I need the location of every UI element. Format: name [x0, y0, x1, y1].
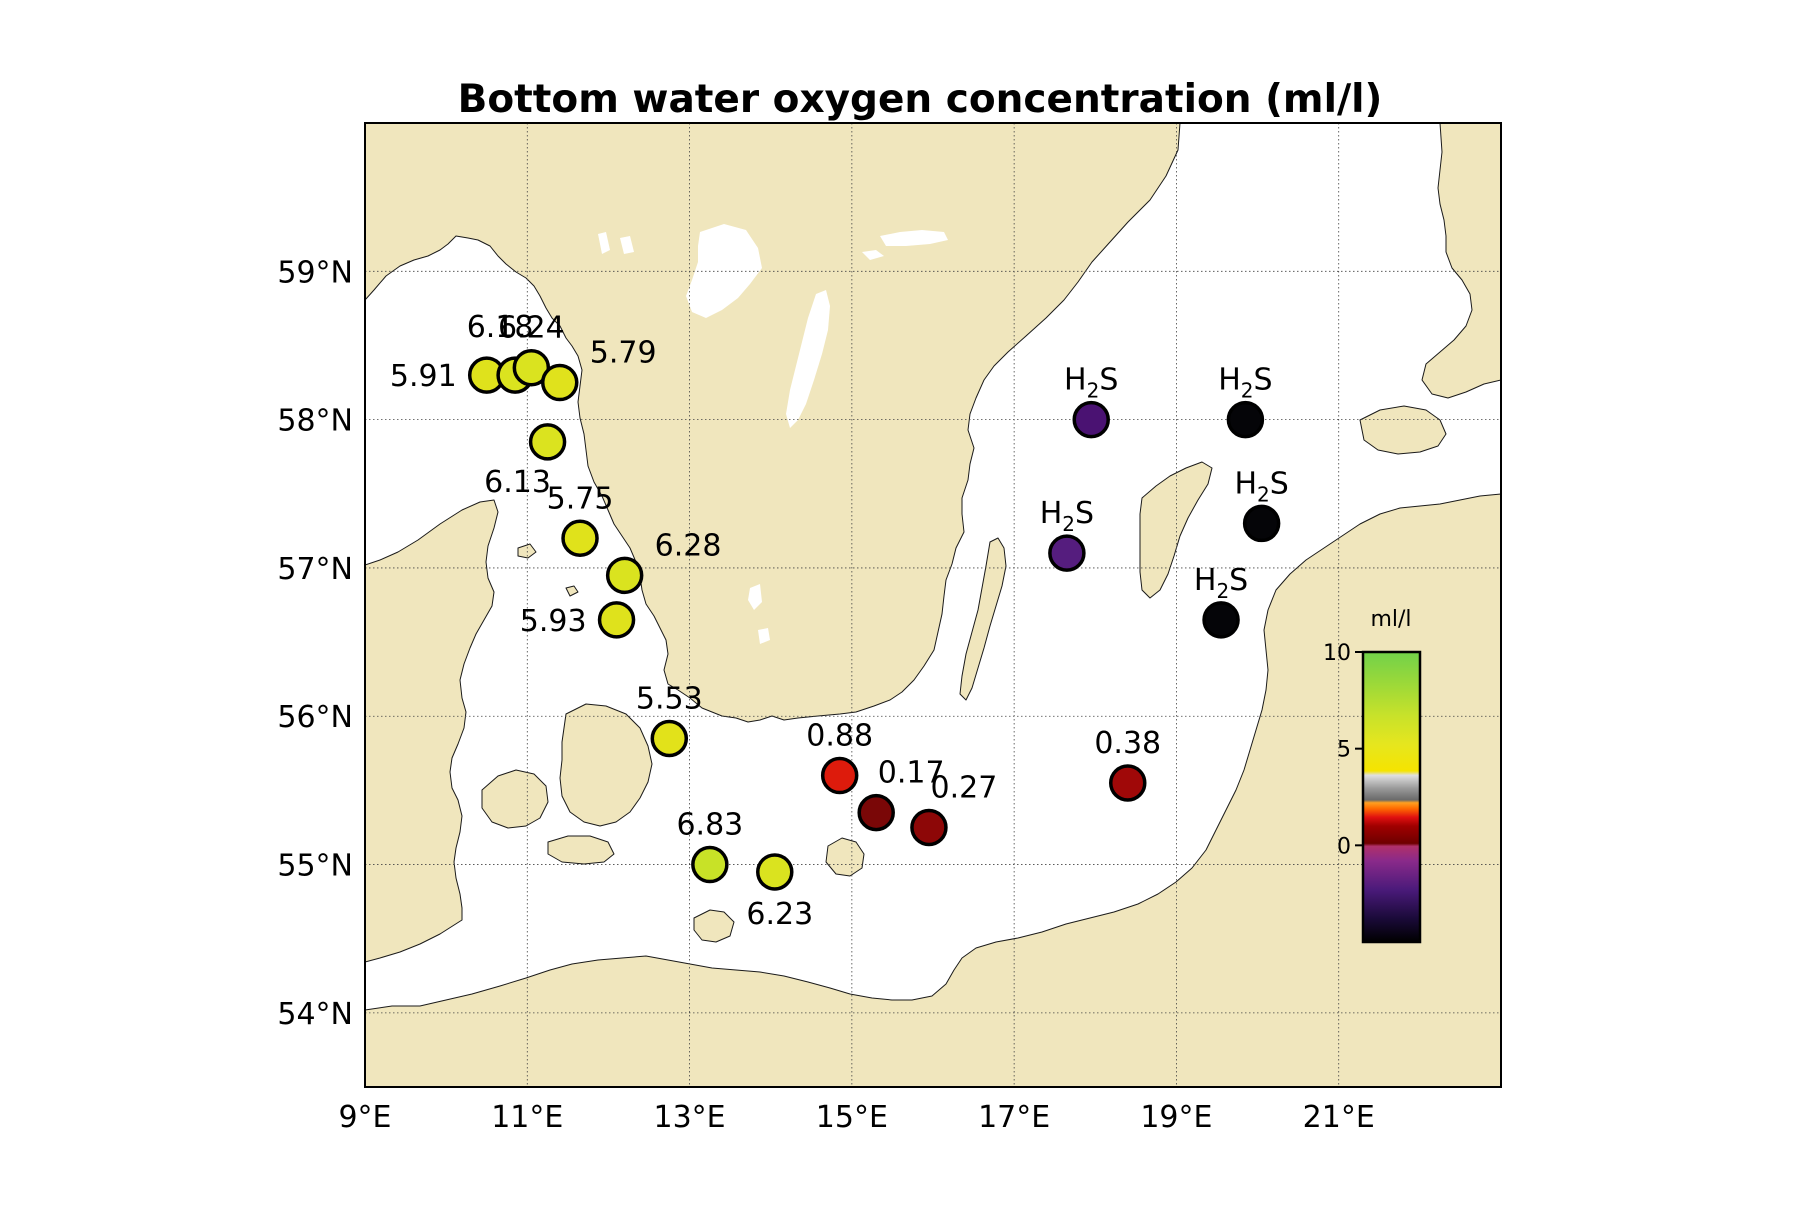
station-marker: [756, 853, 794, 891]
station-label: 6.83: [676, 808, 743, 843]
station-marker: [605, 556, 644, 595]
station-markers: 5.91 6.186.24 5.79 6.135.75 6.28 5.93 5.53 6.83…: [390, 310, 1289, 932]
lake-vanern: [686, 224, 762, 318]
lakes: [598, 224, 948, 644]
colorbar-tick-label: 5: [1337, 738, 1351, 763]
bornholm-island: [825, 837, 865, 877]
station-marker: [910, 808, 948, 847]
estonia-coast-land: [1421, 123, 1501, 399]
y-tick-label: 56°N: [277, 700, 353, 735]
station-marker: [1072, 400, 1110, 439]
lake-vattern: [786, 290, 830, 428]
station-marker: [691, 845, 729, 884]
y-tick-label: 59°N: [277, 255, 353, 290]
y-tick-label: 54°N: [277, 997, 353, 1032]
y-axis-ticks: 54°N 55°N 56°N 57°N 58°N 59°N: [277, 255, 353, 1032]
station-label: 6.13: [484, 465, 551, 500]
x-tick-label: 17°E: [978, 1100, 1050, 1135]
station-label: 6.28: [655, 528, 722, 563]
colorbar-tick-label: 10: [1323, 641, 1351, 666]
station-marker: [561, 519, 599, 558]
saaremaa-island: [1359, 405, 1447, 455]
colorbar-ticks: 10 5 0: [1323, 641, 1363, 859]
gotland-island: [1139, 461, 1213, 599]
y-tick-label: 58°N: [277, 404, 353, 439]
map-grid: [365, 123, 1501, 1087]
map-title: Bottom water oxygen concentration (ml/l): [458, 77, 1383, 122]
station-label: H2S: [1064, 363, 1118, 403]
southern-coast-land: [365, 493, 1501, 1087]
colorbar-unit-label: ml/l: [1370, 607, 1411, 632]
station-marker: [650, 719, 689, 758]
station-label: 6.23: [746, 897, 813, 932]
station-marker: [1048, 534, 1086, 572]
x-tick-label: 19°E: [1140, 1100, 1212, 1135]
station-label: H2S: [1218, 363, 1272, 403]
station-label: 0.88: [806, 719, 873, 754]
station-marker: [820, 756, 859, 795]
anholt-island: [565, 585, 579, 597]
station-label: H2S: [1234, 466, 1288, 506]
station-label: 5.91: [390, 359, 457, 394]
station-label: 5.53: [636, 681, 703, 716]
station-marker: [528, 423, 567, 461]
rugen-island: [693, 909, 735, 943]
station-marker: [857, 793, 895, 832]
station-marker: [1242, 504, 1281, 543]
y-tick-label: 57°N: [277, 552, 353, 587]
station-label: 0.17: [878, 756, 945, 791]
lake-small-d: [620, 236, 634, 254]
station-marker: [540, 363, 579, 402]
funen-island: [481, 769, 549, 829]
lake-hjalmaren: [862, 250, 884, 260]
colorbar-tick-label: 0: [1337, 834, 1351, 859]
jutland-land: [365, 499, 499, 963]
station-marker: [1108, 764, 1147, 802]
lolland-island: [547, 835, 615, 865]
zealand-island: [559, 703, 653, 827]
x-tick-label: 15°E: [816, 1100, 888, 1135]
y-tick-label: 55°N: [277, 849, 353, 884]
x-tick-label: 13°E: [654, 1100, 726, 1135]
station-marker: [1226, 400, 1265, 439]
lake-small-b: [758, 628, 770, 644]
station-label: 6.18: [467, 310, 534, 345]
oland-island: [959, 537, 1007, 701]
x-tick-label: 9°E: [338, 1100, 391, 1135]
x-tick-label: 11°E: [491, 1100, 563, 1135]
lake-malaren: [880, 230, 948, 246]
station-label: 5.79: [590, 336, 657, 371]
station-marker: [1202, 601, 1240, 639]
map-area: 5.91 6.186.24 5.79 6.135.75 6.28 5.93 5.53 6.83…: [365, 123, 1501, 1087]
x-axis-ticks: 9°E 11°E 13°E 15°E 17°E 19°E 21°E: [338, 1100, 1374, 1135]
lake-small-a: [748, 584, 762, 610]
station-label: 5.93: [520, 604, 587, 639]
station-marker: [597, 601, 636, 639]
land-masses: [365, 123, 1501, 1087]
map-frame: [364, 122, 1502, 1088]
station-label: 0.38: [1094, 726, 1161, 761]
x-tick-label: 21°E: [1303, 1100, 1375, 1135]
station-label: 6.24: [498, 311, 565, 346]
station-label: H2S: [1194, 563, 1248, 603]
station-label: H2S: [1040, 496, 1094, 536]
lake-small-c: [598, 232, 610, 254]
station-label: 5.75: [547, 481, 614, 516]
colorbar-gradient: [1361, 650, 1422, 944]
station-label: 0.27: [931, 770, 998, 805]
colorbar: ml/l 10 5 0: [1323, 607, 1422, 944]
